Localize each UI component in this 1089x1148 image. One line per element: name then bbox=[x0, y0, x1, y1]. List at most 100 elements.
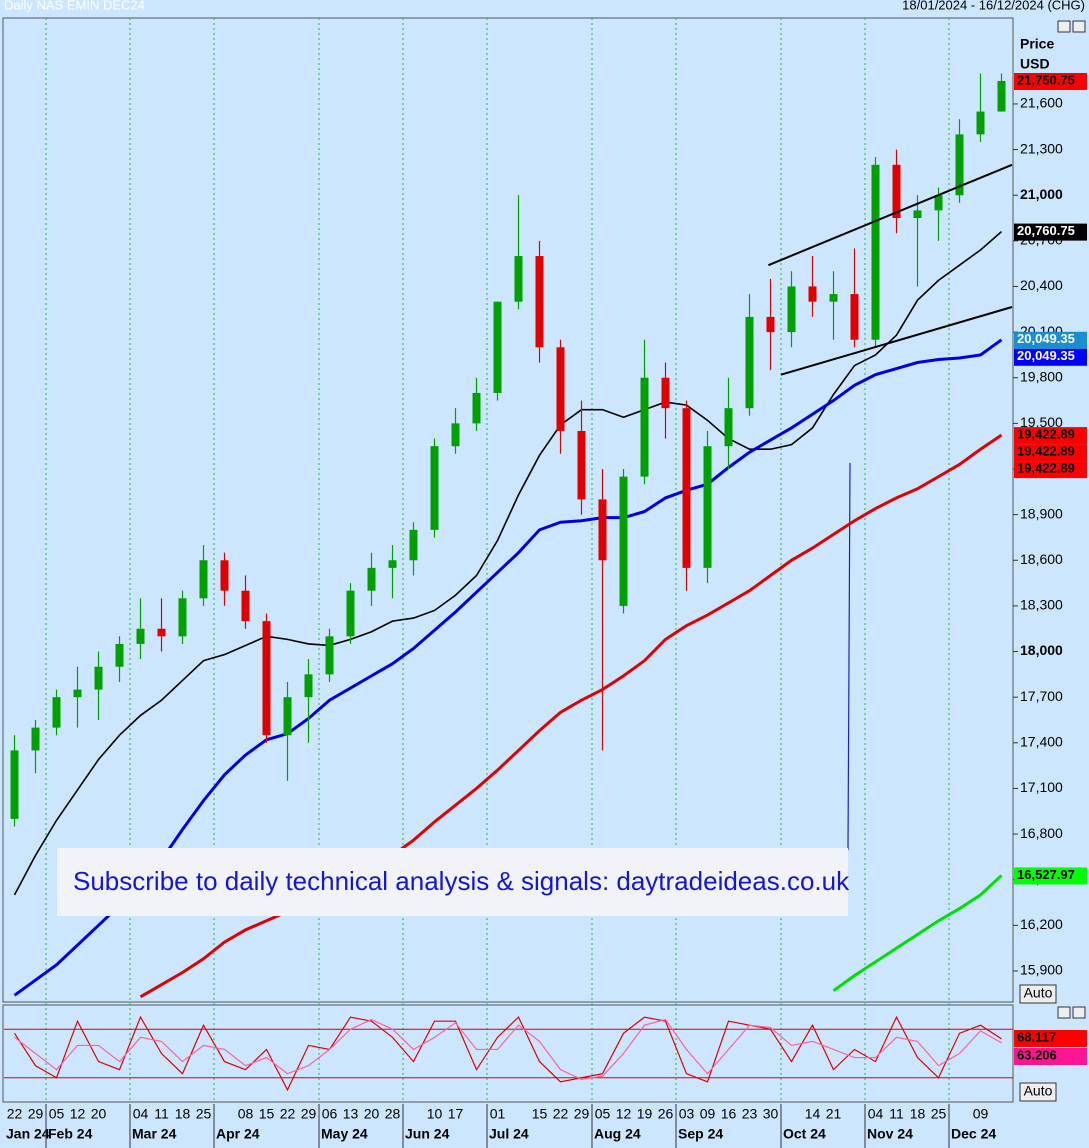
x-tick-label: 25 bbox=[196, 1106, 212, 1122]
y-tick-label: 18,900 bbox=[1020, 505, 1063, 521]
y-tick-label: 17,100 bbox=[1020, 779, 1063, 795]
x-tick-label: 29 bbox=[574, 1106, 590, 1122]
price-label-box bbox=[1014, 427, 1087, 445]
candle-body bbox=[31, 727, 40, 751]
price-label-box bbox=[1014, 331, 1087, 349]
y-tick-label: 16,800 bbox=[1020, 825, 1063, 841]
month-label: Oct 24 bbox=[783, 1126, 826, 1142]
candle-body bbox=[10, 750, 19, 819]
x-tick-label: 29 bbox=[28, 1106, 44, 1122]
scale-mode[interactable]: Auto bbox=[1024, 985, 1053, 1001]
annotation-box bbox=[57, 848, 848, 916]
moving-average bbox=[13, 338, 1003, 997]
x-tick-label: 08 bbox=[238, 1106, 254, 1122]
x-tick-label: 15 bbox=[259, 1106, 275, 1122]
window-buttons[interactable] bbox=[1057, 20, 1086, 1019]
candle-body bbox=[241, 590, 250, 622]
x-tick-label: 25 bbox=[931, 1106, 947, 1122]
x-tick-label: 19 bbox=[637, 1106, 653, 1122]
candle-body bbox=[976, 111, 985, 135]
candle-body bbox=[52, 697, 61, 728]
candle-body bbox=[346, 590, 355, 637]
y-tick-label: 15,900 bbox=[1020, 962, 1063, 978]
y-tick-label: 18,600 bbox=[1020, 551, 1063, 567]
x-tick-label: 26 bbox=[658, 1106, 674, 1122]
close-button[interactable] bbox=[1072, 1006, 1086, 1019]
x-tick-label: 16 bbox=[721, 1106, 737, 1122]
candle-body bbox=[934, 195, 943, 211]
candle-body bbox=[283, 697, 292, 736]
x-tick-label: 15 bbox=[532, 1106, 548, 1122]
x-tick-label: 20 bbox=[364, 1106, 380, 1122]
moving-average bbox=[832, 874, 1003, 992]
candle-body bbox=[514, 256, 523, 302]
candle-body bbox=[451, 423, 460, 447]
x-tick-label: 30 bbox=[763, 1106, 779, 1122]
y-tick-label: 21,000 bbox=[1020, 186, 1063, 202]
candle-body bbox=[199, 560, 208, 599]
month-label: Sep 24 bbox=[678, 1126, 723, 1142]
price-panel bbox=[2, 17, 1014, 1003]
month-label: Dec 24 bbox=[951, 1126, 996, 1142]
price-label-box bbox=[1014, 461, 1087, 479]
trendline bbox=[780, 306, 1013, 376]
candle-body bbox=[955, 134, 964, 196]
candle-body bbox=[325, 636, 334, 675]
scale-mode[interactable]: Auto bbox=[1024, 1083, 1053, 1099]
month-label: Jun 24 bbox=[405, 1126, 450, 1142]
candle-body bbox=[829, 294, 838, 302]
x-tick-label: 28 bbox=[385, 1106, 401, 1122]
moving-average bbox=[13, 230, 1003, 896]
scale-button[interactable] bbox=[1019, 984, 1057, 1004]
candle-body bbox=[304, 674, 313, 698]
value-label: 63.206 bbox=[1017, 1047, 1057, 1062]
x-tick-label: 11 bbox=[889, 1106, 904, 1122]
x-tick-label: 09 bbox=[700, 1106, 716, 1122]
candle-body bbox=[577, 430, 586, 500]
candle-body bbox=[913, 210, 922, 219]
price-label-box bbox=[1014, 223, 1087, 241]
price-label: 19,422.89 bbox=[1017, 461, 1075, 476]
candle-body bbox=[136, 628, 145, 644]
restore-button[interactable] bbox=[1057, 1006, 1071, 1019]
month-label: Aug 24 bbox=[594, 1126, 641, 1142]
price-label: 19,422.89 bbox=[1017, 444, 1075, 459]
candle-body bbox=[535, 256, 544, 348]
close-button[interactable] bbox=[1072, 20, 1086, 33]
value-label: 68.117 bbox=[1017, 1029, 1056, 1044]
candle-body bbox=[787, 286, 796, 333]
x-tick-label: 10 bbox=[427, 1106, 443, 1122]
candle-body bbox=[157, 628, 166, 637]
y-tick-label: 21,300 bbox=[1020, 140, 1063, 156]
scale-button[interactable] bbox=[1019, 1082, 1057, 1102]
x-tick-label: 12 bbox=[616, 1106, 632, 1122]
candle-body bbox=[388, 560, 397, 568]
candle-body bbox=[220, 560, 229, 591]
x-tick-label: 21 bbox=[826, 1106, 842, 1122]
y-unit: USD bbox=[1020, 56, 1050, 72]
candle-body bbox=[682, 408, 691, 568]
price-label: 20,760.75 bbox=[1017, 223, 1075, 238]
x-tick-label: 20 bbox=[91, 1106, 107, 1122]
y-tick-label: 20,400 bbox=[1020, 277, 1063, 293]
value-label-box bbox=[1014, 1048, 1087, 1065]
y-tick-label: 19,800 bbox=[1020, 368, 1063, 384]
x-tick-label: 22 bbox=[7, 1106, 23, 1122]
plot-layer: 15,90016,20016,50016,80017,10017,40017,7… bbox=[4, 18, 1087, 1148]
price-label-box bbox=[1014, 444, 1087, 462]
candle-body bbox=[619, 476, 628, 606]
restore-button[interactable] bbox=[1057, 20, 1071, 33]
candle-body bbox=[73, 689, 82, 698]
x-tick-label: 22 bbox=[280, 1106, 296, 1122]
x-tick-label: 12 bbox=[70, 1106, 86, 1122]
candle-body bbox=[892, 164, 901, 219]
price-label-box bbox=[1014, 348, 1087, 366]
candle-body bbox=[850, 294, 859, 340]
x-tick-label: 06 bbox=[322, 1106, 338, 1122]
month-label: Jan 24 bbox=[6, 1126, 50, 1142]
y-tick-label: 18,000 bbox=[1020, 642, 1063, 658]
candle-body bbox=[724, 408, 733, 447]
price-label: 16,527.97 bbox=[1017, 867, 1075, 882]
